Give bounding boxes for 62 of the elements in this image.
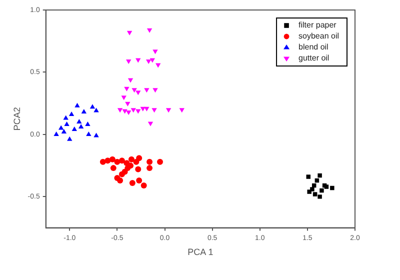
point (146, 60, 152, 64)
point (125, 102, 130, 106)
point (126, 110, 132, 116)
point (136, 90, 141, 96)
point (124, 86, 130, 92)
legend-label: blend oil (298, 42, 329, 52)
point (128, 156, 134, 162)
point (306, 174, 311, 179)
point (135, 166, 142, 172)
point (129, 180, 136, 186)
point (146, 158, 153, 165)
point (126, 60, 132, 64)
point (86, 131, 92, 136)
point (152, 108, 157, 113)
point (68, 112, 74, 116)
point (144, 88, 150, 93)
x-axis-title: PCA 1 (188, 247, 214, 258)
point (81, 109, 87, 114)
point (157, 158, 164, 165)
point (136, 178, 142, 184)
point (318, 194, 322, 199)
point (90, 104, 96, 109)
legend-label: gutter oil (298, 54, 330, 63)
point (117, 178, 124, 184)
point (72, 126, 77, 131)
point (121, 96, 126, 100)
point (330, 186, 334, 190)
point (130, 108, 136, 113)
point (152, 88, 158, 93)
point (132, 88, 137, 93)
point (166, 108, 172, 113)
point (179, 108, 184, 113)
point (117, 108, 123, 113)
y-axis-title: PCA2 (12, 107, 22, 131)
point (94, 108, 99, 112)
point (78, 124, 84, 128)
point (74, 102, 80, 108)
point (85, 122, 90, 126)
point (63, 115, 68, 120)
point (136, 155, 142, 162)
point (320, 188, 324, 193)
legend-label: filter paper (298, 20, 337, 30)
point (146, 165, 153, 172)
point (118, 158, 125, 164)
point (128, 78, 134, 83)
point (140, 182, 147, 188)
point (54, 131, 59, 136)
point (67, 136, 72, 141)
point (94, 132, 99, 138)
point (312, 192, 318, 196)
point (152, 50, 158, 54)
point (146, 28, 152, 33)
point (310, 187, 314, 192)
point (122, 168, 128, 175)
point (109, 156, 116, 162)
point (61, 128, 67, 134)
legend-label: soybean oil (298, 32, 340, 41)
point (76, 119, 82, 124)
point (126, 30, 132, 36)
point (64, 122, 70, 126)
point (318, 173, 322, 178)
point (110, 165, 116, 172)
